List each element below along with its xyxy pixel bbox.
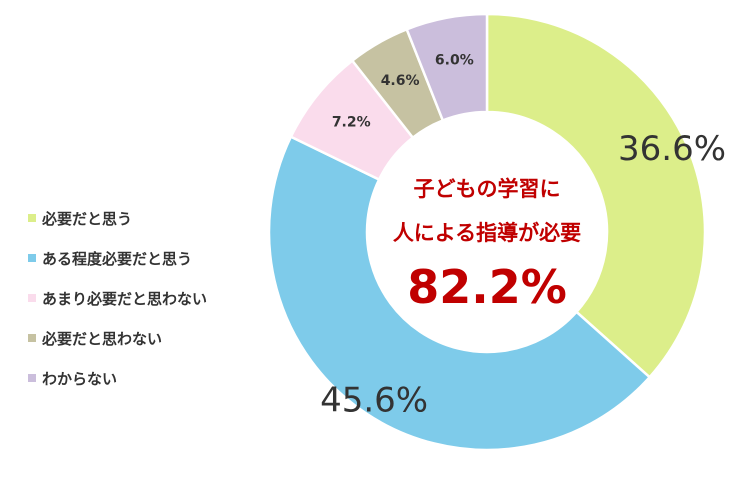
legend-item: 必要だと思わない: [28, 318, 207, 358]
legend-swatch: [28, 334, 36, 342]
legend-label: わからない: [42, 369, 118, 388]
center-line-1: 子どもの学習に: [414, 177, 561, 201]
legend-item: ある程度必要だと思う: [28, 238, 207, 278]
slice-label-4: 4.6%: [381, 73, 420, 89]
center-annotation: 子どもの学習に 人による指導が必要 82.2%: [393, 177, 581, 314]
legend-swatch: [28, 294, 36, 302]
center-total: 82.2%: [407, 260, 567, 314]
slice-label-2: 45.6%: [320, 380, 428, 420]
donut-slices: [267, 12, 707, 452]
slice-2: [267, 135, 652, 452]
slice-1: [485, 12, 707, 379]
legend-swatch: [28, 214, 36, 222]
slice-label-5: 6.0%: [435, 53, 474, 69]
legend-swatch: [28, 254, 36, 262]
legend-label: あまり必要だと思わない: [42, 289, 208, 308]
legend-swatch: [28, 374, 36, 382]
legend-label: 必要だと思わない: [42, 329, 163, 348]
legend-item: 必要だと思う: [28, 198, 207, 238]
legend-label: ある程度必要だと思う: [42, 249, 193, 268]
legend-item: わからない: [28, 358, 207, 398]
chart-legend: 必要だと思うある程度必要だと思う あまり必要だと思わない 必要だと思わない わからない: [28, 198, 207, 398]
slice-label-3: 7.2%: [332, 115, 371, 131]
legend-label: 必要だと思う: [42, 209, 133, 228]
legend-item: あまり必要だと思わない: [28, 278, 207, 318]
slice-labels: 36.6% 45.6% 7.2% 4.6% 6.0%: [320, 53, 726, 421]
center-line-2: 人による指導が必要: [393, 221, 581, 245]
slice-label-1: 36.6%: [618, 129, 726, 169]
slice-5: [405, 12, 489, 123]
